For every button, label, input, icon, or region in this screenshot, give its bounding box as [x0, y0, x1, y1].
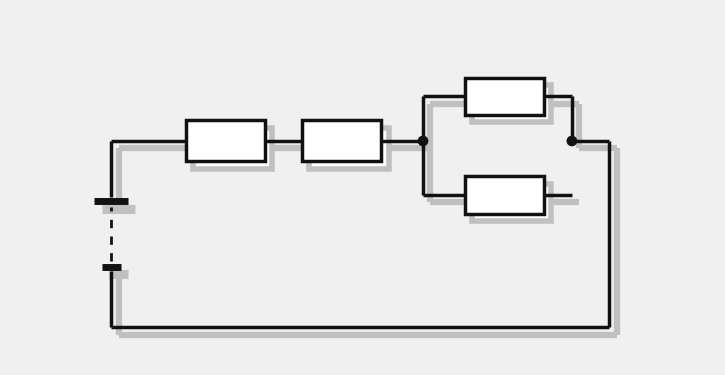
FancyBboxPatch shape [465, 78, 544, 115]
FancyBboxPatch shape [472, 184, 552, 221]
Circle shape [567, 136, 576, 146]
FancyBboxPatch shape [310, 128, 389, 169]
FancyBboxPatch shape [302, 120, 381, 162]
Circle shape [418, 136, 428, 146]
FancyBboxPatch shape [186, 120, 265, 162]
FancyBboxPatch shape [465, 176, 544, 213]
FancyBboxPatch shape [193, 128, 272, 169]
FancyBboxPatch shape [472, 85, 552, 122]
